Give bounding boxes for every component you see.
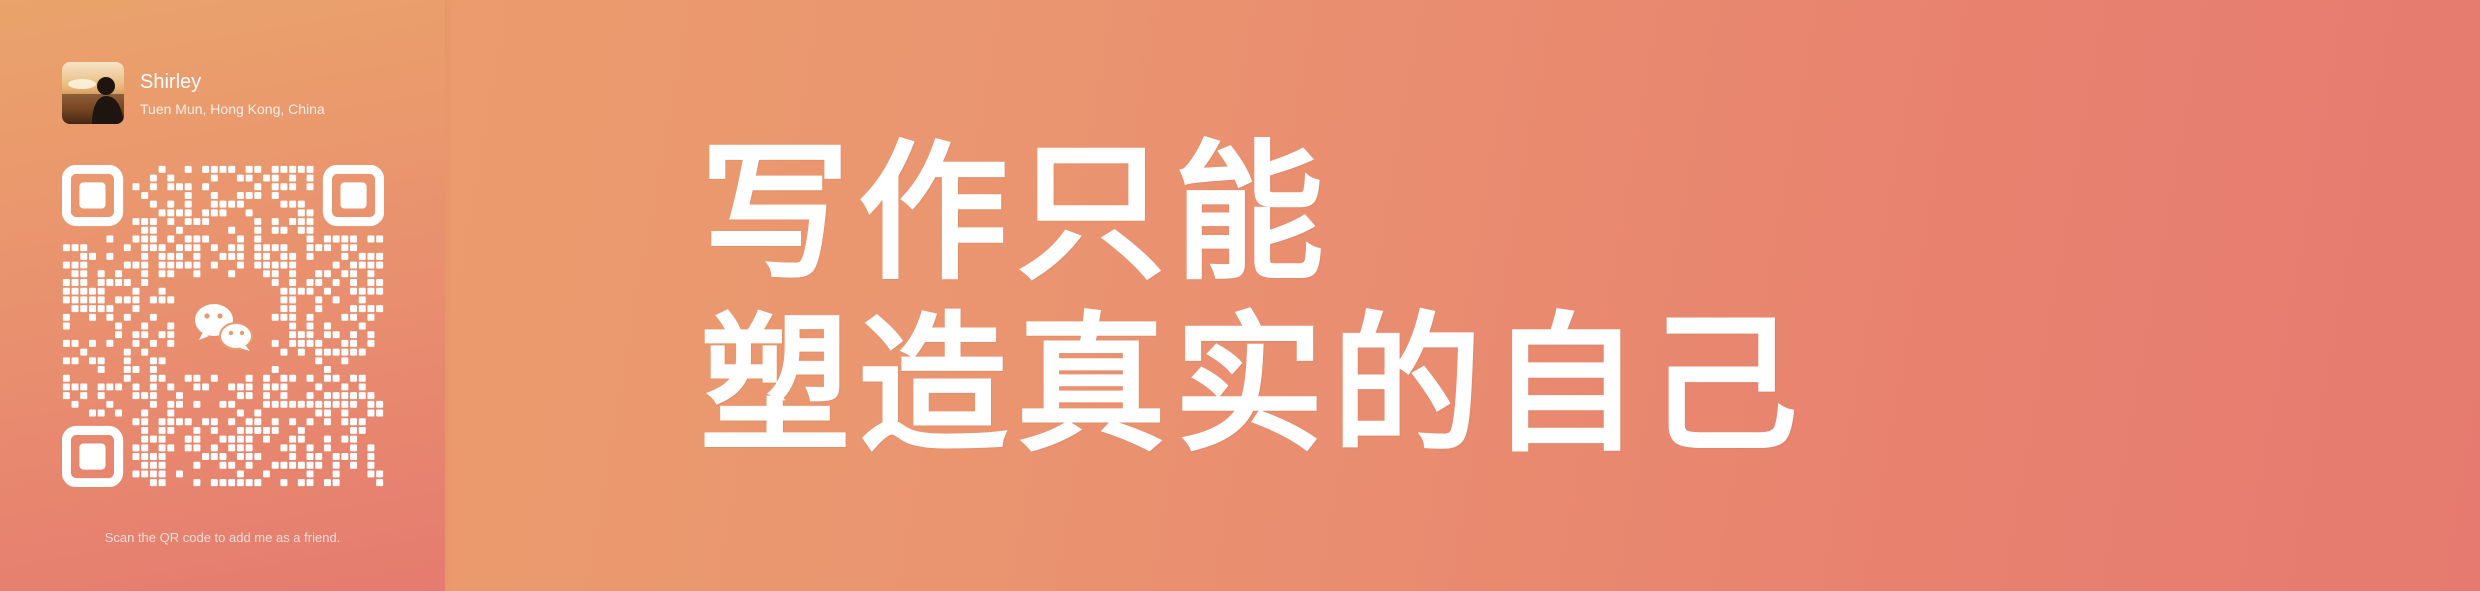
contact-card: Shirley Tuen Mun, Hong Kong, China Scan …	[0, 0, 445, 591]
qr-finder-top-left	[62, 165, 124, 227]
qr-finder-top-right	[322, 165, 384, 227]
headline-line-2: 塑造真实的自己	[700, 297, 1807, 473]
user-location: Tuen Mun, Hong Kong, China	[140, 101, 325, 117]
user-name: Shirley	[140, 71, 202, 93]
avatar-silhouette	[62, 77, 124, 124]
qr-caption: Scan the QR code to add me as a friend.	[104, 530, 341, 545]
qr-finder-bottom-left	[62, 425, 124, 487]
qr-code[interactable]	[62, 165, 384, 487]
headline-line-1: 写作只能	[700, 125, 1333, 301]
avatar	[62, 62, 124, 124]
wechat-icon	[195, 304, 253, 351]
